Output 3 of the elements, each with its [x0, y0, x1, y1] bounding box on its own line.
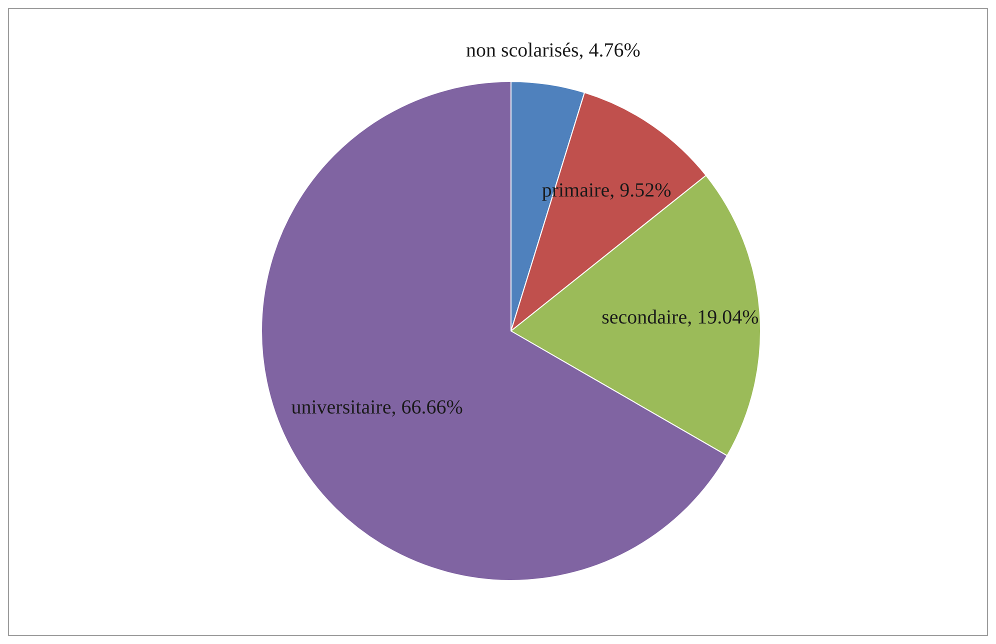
slice-label: secondaire, 19.04%: [602, 306, 759, 330]
slice-label: non scolarisés, 4.76%: [466, 39, 640, 62]
slice-label: universitaire, 66.66%: [291, 396, 463, 420]
